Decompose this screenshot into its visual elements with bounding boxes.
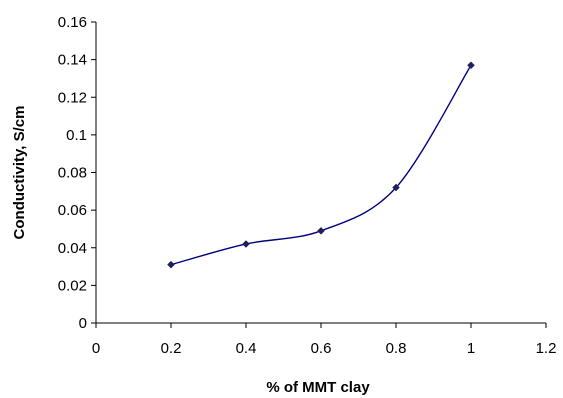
y-tick-label: 0.16 [58, 14, 87, 31]
data-point-marker [317, 226, 325, 235]
y-tick-label: 0.12 [58, 89, 87, 106]
x-tick-label: 0.4 [236, 340, 257, 357]
series-line [170, 64, 472, 266]
y-axis-title: Conductivity, S/cm [11, 106, 28, 240]
data-point-marker [167, 260, 175, 269]
y-tick-label: 0 [79, 315, 87, 332]
y-tick-label: 0.02 [58, 277, 87, 294]
y-tick-label: 0.04 [58, 240, 87, 257]
x-axis-ticks: 0 0.2 0.4 0.6 0.8 1 1.2 [92, 323, 557, 357]
x-tick-label: 0 [92, 340, 100, 357]
x-tick-label: 1.2 [536, 340, 557, 357]
series-markers [167, 61, 475, 269]
y-tick-label: 0.14 [58, 52, 87, 69]
y-tick-label: 0.06 [58, 202, 87, 219]
data-point-marker [392, 183, 400, 192]
y-axis-ticks: 0 0.02 0.04 0.06 0.08 0.1 0.12 0.14 0.16 [58, 14, 96, 332]
data-point-marker [467, 61, 475, 70]
x-axis-title: % of MMT clay [266, 379, 370, 396]
x-tick-label: 0.8 [386, 340, 407, 357]
x-tick-label: 0.6 [311, 340, 332, 357]
x-tick-label: 0.2 [161, 340, 182, 357]
y-tick-label: 0.08 [58, 165, 87, 182]
y-tick-label: 0.1 [66, 127, 87, 144]
data-point-marker [242, 240, 250, 248]
x-tick-label: 1 [467, 340, 475, 357]
